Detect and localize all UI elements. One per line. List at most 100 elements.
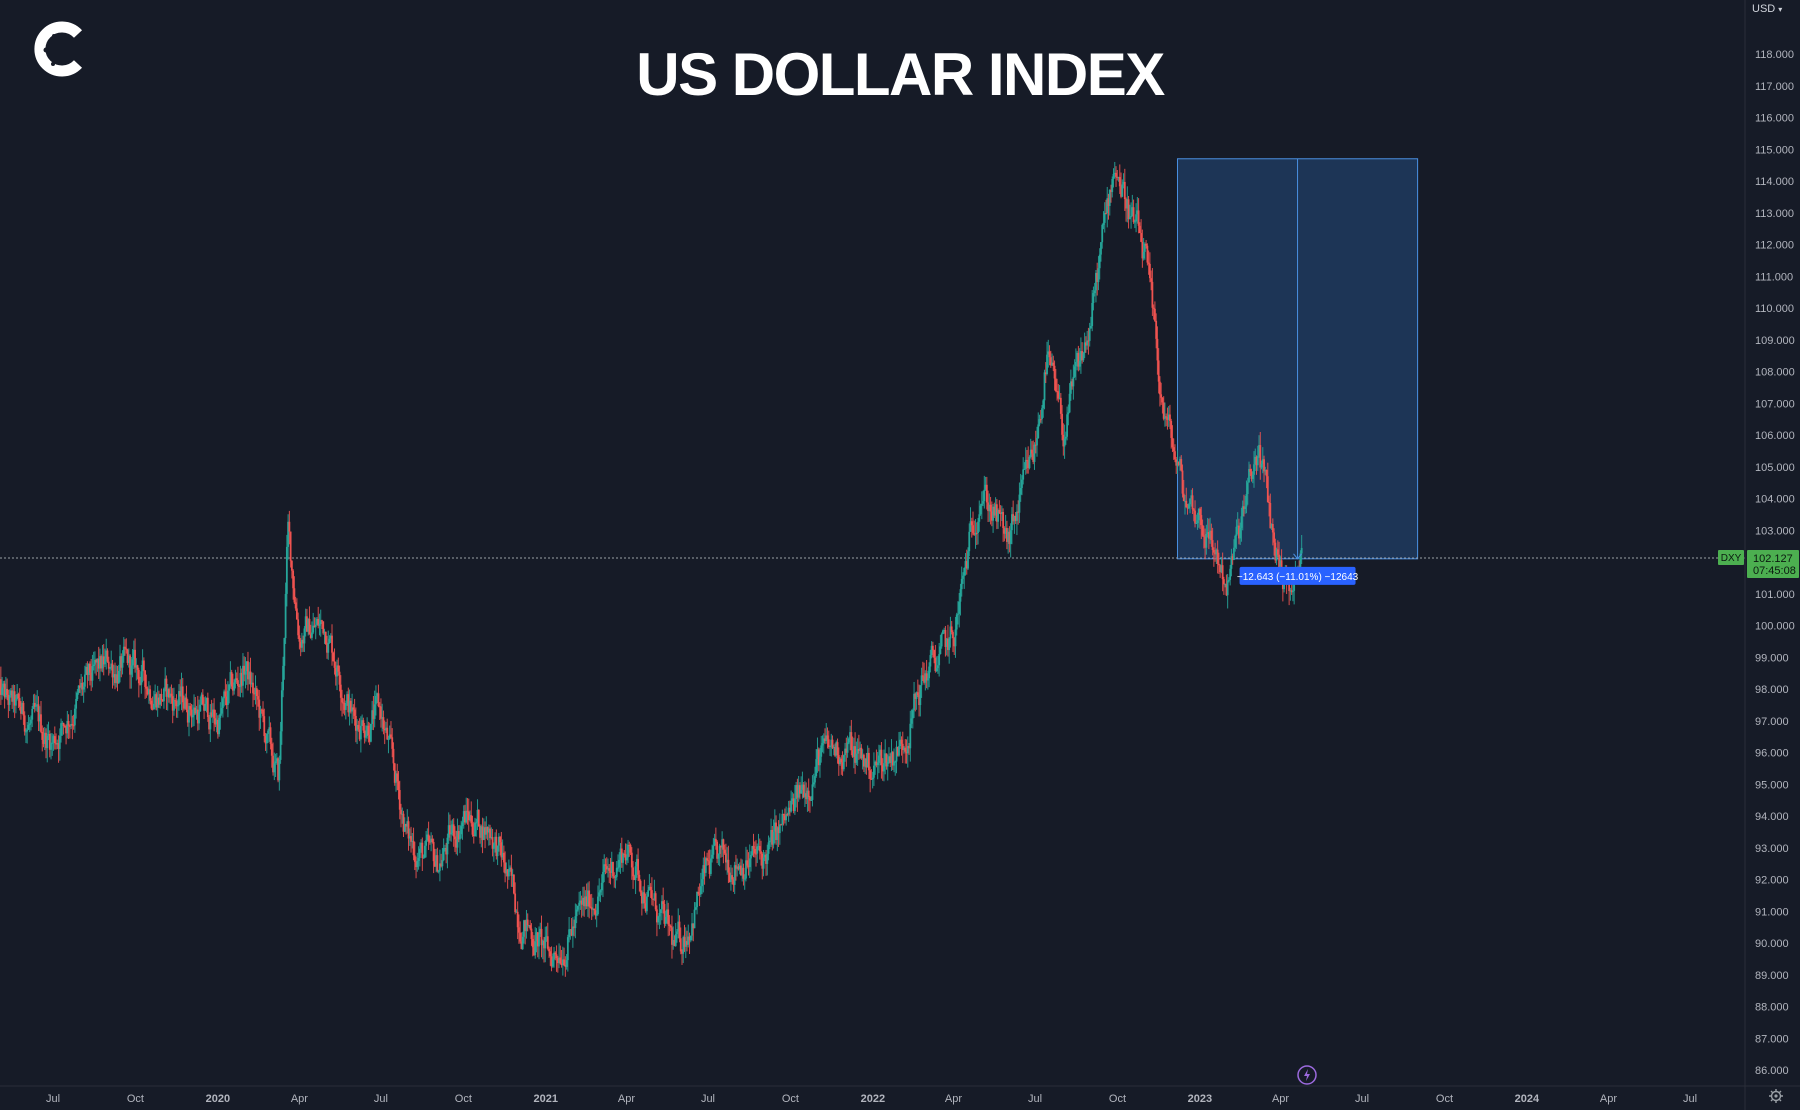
candle-body	[780, 824, 782, 826]
candle-body	[1019, 487, 1022, 495]
candle-body	[348, 700, 351, 713]
candle-body	[854, 746, 857, 763]
candle-body	[62, 722, 65, 726]
candle-body	[471, 823, 474, 835]
candle-body	[524, 920, 527, 932]
candle-body	[58, 735, 61, 749]
candle-body	[890, 752, 893, 763]
candle-body	[1204, 536, 1206, 548]
candle-body	[1174, 451, 1176, 460]
candle-body	[336, 665, 338, 677]
candle-body	[277, 758, 279, 781]
candle-body	[1176, 461, 1179, 466]
candle-body	[806, 790, 809, 800]
candle-body	[440, 863, 443, 867]
candle-body	[1145, 243, 1148, 246]
candle-body	[895, 746, 898, 762]
candle-body	[341, 697, 343, 703]
candle-body	[889, 756, 892, 763]
candle-body	[1268, 501, 1270, 503]
candle-body	[9, 690, 12, 696]
candle-body	[169, 693, 172, 698]
candle-body	[160, 694, 163, 701]
candle-body	[623, 853, 626, 855]
candle-body	[95, 659, 98, 663]
candle-body	[1243, 506, 1245, 510]
candle-body	[640, 892, 643, 904]
candle-body	[447, 825, 450, 838]
candle-body	[1179, 459, 1181, 465]
candle-body	[898, 746, 900, 756]
candle-body	[26, 729, 29, 732]
y-tick-label: 103.000	[1755, 525, 1795, 537]
candle-body	[1009, 530, 1012, 544]
candle-body	[837, 755, 840, 765]
candle-body	[120, 656, 123, 668]
lightning-icon[interactable]	[1296, 1064, 1318, 1086]
candle-body	[1226, 580, 1229, 596]
candle-body	[30, 719, 32, 724]
candle-body	[679, 938, 682, 952]
candle-body	[154, 694, 157, 704]
candle-body	[799, 785, 801, 794]
candle-body	[1266, 476, 1269, 502]
candle-body	[50, 742, 52, 750]
y-tick-label: 95.000	[1755, 779, 1789, 791]
candle-body	[136, 665, 139, 670]
candle-body	[628, 844, 631, 846]
candle-body	[939, 646, 942, 655]
candle-body	[942, 630, 944, 635]
candle-body	[1072, 376, 1075, 387]
candle-body	[881, 765, 884, 772]
candle-body	[342, 702, 345, 704]
currency-selector[interactable]: USD ▾	[1752, 3, 1782, 15]
candle-body	[548, 948, 550, 952]
candle-body	[1133, 221, 1136, 223]
candle-body	[426, 834, 429, 841]
candle-body	[176, 705, 179, 707]
candle-body	[283, 638, 286, 666]
candle-body	[850, 732, 853, 751]
candle-body	[214, 718, 217, 725]
candle-body	[317, 618, 320, 626]
candle-body	[92, 664, 95, 667]
candle-body	[1018, 494, 1021, 513]
candle-body	[449, 825, 451, 835]
candle-body	[1068, 393, 1071, 413]
candle-body	[284, 593, 287, 639]
candle-body	[846, 742, 849, 753]
candle-body	[46, 735, 49, 749]
candle-body	[869, 770, 872, 779]
candle-body	[328, 638, 331, 643]
candle-body	[672, 940, 675, 945]
candle-body	[413, 855, 416, 862]
candle-body	[189, 706, 192, 710]
candle-body	[294, 602, 297, 609]
candle-body	[56, 743, 59, 745]
candle-body	[3, 683, 6, 698]
candle-body	[563, 959, 565, 965]
candle-body	[313, 625, 316, 628]
candle-body	[726, 859, 729, 863]
candle-body	[1270, 523, 1273, 529]
candle-body	[252, 682, 254, 694]
candle-body	[533, 947, 535, 956]
candle-body	[662, 901, 665, 905]
candle-body	[783, 815, 786, 821]
candle-body	[1088, 328, 1091, 341]
candle-body	[1222, 579, 1225, 585]
candle-body	[1236, 525, 1239, 527]
candle-body	[746, 860, 749, 866]
candle-body	[262, 709, 264, 717]
candle-body	[12, 691, 15, 702]
candle-body	[1036, 438, 1038, 446]
candle-body	[663, 904, 666, 924]
candle-body	[343, 702, 346, 710]
candle-body	[682, 937, 685, 954]
x-tick-label: Oct	[127, 1093, 144, 1105]
candle-body	[1083, 342, 1086, 353]
candle-body	[405, 823, 407, 827]
candle-body	[738, 865, 741, 870]
gear-icon[interactable]	[1768, 1088, 1784, 1104]
